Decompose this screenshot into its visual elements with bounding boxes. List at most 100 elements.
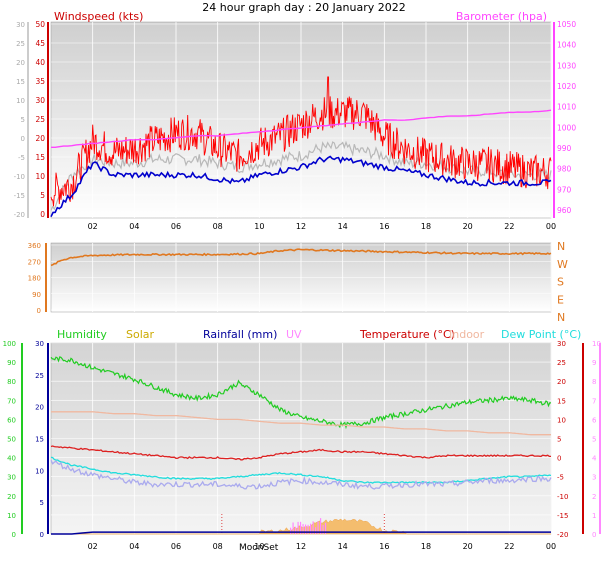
outer-tick-label: 25 — [16, 40, 25, 48]
temperature-series — [50, 445, 551, 461]
barometer-tick-label: 960 — [557, 206, 572, 215]
outer-tick-label: -5 — [18, 154, 25, 162]
humidity-tick-label: 100 — [3, 340, 16, 348]
compass-tick-label: E — [557, 293, 564, 306]
direction-tick-label: 270 — [28, 258, 41, 266]
rainfall-tick-label: 0 — [40, 531, 44, 539]
barometer-tick-label: 1000 — [557, 123, 576, 132]
x-tick-label: 04 — [129, 542, 139, 551]
x-tick-label: 22 — [504, 222, 514, 231]
pale-wind-series — [50, 140, 552, 211]
humidity-tick-label: 20 — [7, 493, 16, 501]
dewpoint-label: Dew Point (°C) — [501, 328, 581, 341]
humidity-tick-label: 10 — [7, 512, 16, 520]
uv-tick-label: 10 — [592, 340, 601, 348]
x-tick-label: 14 — [338, 542, 348, 551]
direction-tick-label: 360 — [28, 242, 41, 250]
uv-tick-label: 2 — [592, 493, 596, 501]
uv-tick-label: 1 — [592, 512, 596, 520]
windspeed-tick-label: 10 — [35, 172, 45, 181]
rainfall-label: Rainfall (mm) — [203, 328, 277, 341]
barometer-tick-label: 1030 — [557, 61, 576, 70]
humidity-tick-label: 30 — [7, 474, 16, 482]
x-tick-label: 12 — [296, 542, 306, 551]
compass-tick-label: W — [557, 258, 568, 271]
temperature-tick-label: 30 — [557, 340, 566, 348]
temperature-tick-label: 0 — [557, 455, 561, 463]
x-tick-label: 06 — [171, 222, 181, 231]
outer-tick-label: 5 — [21, 116, 25, 124]
x-tick-label: 18 — [421, 222, 431, 231]
uv-tick-label: 6 — [592, 416, 597, 424]
x-tick-label: 20 — [463, 222, 473, 231]
uv-tick-label: 3 — [592, 474, 596, 482]
solar-label: Solar — [126, 328, 155, 341]
outer-tick-label: 0 — [21, 135, 25, 143]
direction-tick-label: 0 — [37, 307, 41, 315]
temperature-tick-label: 15 — [557, 397, 566, 405]
humidity-series — [50, 356, 551, 430]
x-tick-label: 10 — [254, 222, 264, 231]
x-tick-label: 02 — [88, 222, 98, 231]
rainfall-tick-label: 10 — [35, 467, 44, 475]
compass-tick-label: S — [557, 276, 564, 289]
x-tick-label: 22 — [504, 542, 514, 551]
windspeed-tick-label: 15 — [35, 153, 45, 162]
x-tick-label: 08 — [213, 542, 223, 551]
moon-label: Moon — [239, 543, 263, 553]
rainfall-tick-label: 25 — [35, 372, 44, 380]
outer-tick-label: -15 — [14, 192, 25, 200]
barometer-label: Barometer (hpa) — [456, 10, 547, 23]
outer-tick-label: -20 — [14, 211, 25, 219]
series-lines — [50, 76, 552, 535]
rainfall-tick-label: 30 — [35, 340, 44, 348]
humidity-tick-label: 70 — [7, 397, 16, 405]
moon-set-label: MoonSet — [239, 543, 279, 553]
barometer-series — [51, 109, 552, 149]
windspeed-tick-label: 5 — [40, 191, 45, 200]
windspeed-tick-label: 50 — [35, 20, 45, 29]
rainfall-series — [51, 531, 551, 535]
x-tick-label: 10 — [254, 542, 264, 551]
windspeed-tick-label: 30 — [35, 96, 45, 105]
uv-tick-label: 5 — [592, 436, 596, 444]
indoor-series — [51, 411, 551, 436]
x-tick-label: 16 — [379, 222, 389, 231]
uv-tick-label: 0 — [592, 531, 596, 539]
x-tick-label: 12 — [296, 222, 306, 231]
grid-lines — [51, 22, 552, 535]
windspeed-tick-label: 25 — [35, 115, 45, 124]
temperature-tick-label: -5 — [557, 474, 564, 482]
windchill-series — [50, 459, 552, 490]
x-tick-label: 08 — [213, 222, 223, 231]
compass-tick-label: N — [557, 240, 565, 253]
uv-tick-label: 9 — [592, 359, 596, 367]
direction-tick-label: 90 — [32, 291, 41, 299]
windspeed-label: Windspeed (kts) — [54, 10, 143, 23]
barometer-tick-label: 1010 — [557, 103, 576, 112]
temperature-tick-label: 5 — [557, 436, 561, 444]
x-tick-label: 18 — [421, 542, 431, 551]
x-tick-label: 16 — [379, 542, 389, 551]
rainfall-tick-label: 15 — [35, 436, 44, 444]
outer-tick-label: 10 — [16, 97, 25, 105]
temperature-label: Temperature (°C) — [359, 328, 455, 341]
barometer-tick-label: 980 — [557, 165, 572, 174]
outer-tick-label: -10 — [14, 173, 25, 181]
humidity-tick-label: 60 — [7, 416, 16, 424]
barometer-tick-label: 990 — [557, 144, 572, 153]
x-tick-label: 06 — [171, 542, 181, 551]
x-tick-label: 04 — [129, 222, 139, 231]
windspeed-tick-label: 35 — [35, 77, 45, 86]
uv-label: UV — [286, 328, 302, 341]
temperature-tick-label: -10 — [557, 493, 568, 501]
uv-tick-label: 8 — [592, 378, 596, 386]
humidity-tick-label: 0 — [12, 531, 16, 539]
temperature-tick-label: 25 — [557, 359, 566, 367]
temperature-tick-label: 20 — [557, 378, 566, 386]
barometer-tick-label: 1050 — [557, 20, 576, 29]
temperature-tick-label: -15 — [557, 512, 568, 520]
outer-tick-label: 30 — [16, 21, 25, 29]
rainfall-tick-label: 20 — [35, 404, 44, 412]
